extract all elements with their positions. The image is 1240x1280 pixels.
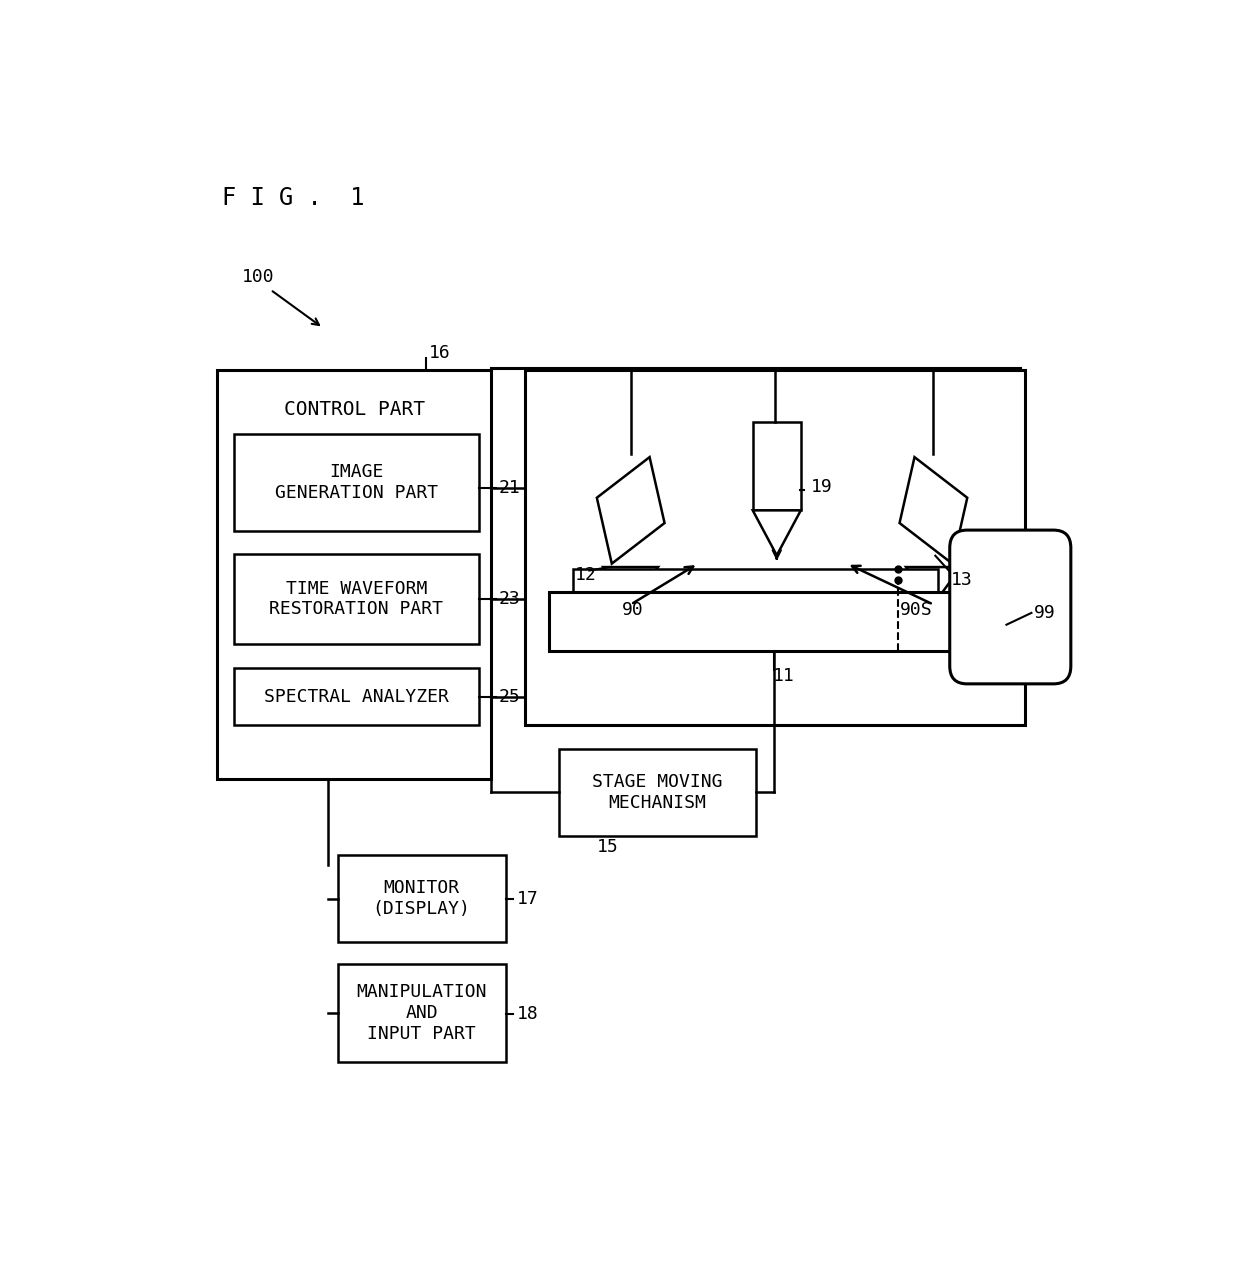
Text: 25: 25 (498, 687, 521, 705)
Bar (525, 370, 1024, 726)
Bar (217, 370, 491, 780)
Text: 11: 11 (773, 667, 795, 685)
Text: 19: 19 (811, 477, 832, 495)
Polygon shape (753, 511, 801, 556)
Text: 21: 21 (498, 479, 521, 497)
Text: SPECTRAL ANALYZER: SPECTRAL ANALYZER (264, 687, 449, 705)
Text: 99: 99 (1034, 604, 1056, 622)
Text: 17: 17 (517, 890, 539, 908)
Bar (337, 855, 506, 942)
Bar (573, 568, 939, 593)
Text: MANIPULATION
AND
INPUT PART: MANIPULATION AND INPUT PART (356, 983, 487, 1043)
Polygon shape (604, 567, 658, 604)
Bar (234, 554, 479, 644)
Text: F I G .  1: F I G . 1 (222, 186, 365, 210)
Text: 18: 18 (517, 1005, 539, 1023)
Text: STAGE MOVING
MECHANISM: STAGE MOVING MECHANISM (591, 773, 723, 812)
Text: IMAGE
GENERATION PART: IMAGE GENERATION PART (275, 463, 438, 502)
Text: CONTROL PART: CONTROL PART (284, 401, 425, 420)
Text: 15: 15 (596, 838, 619, 856)
Bar (558, 749, 755, 836)
Text: MONITOR
(DISPLAY): MONITOR (DISPLAY) (373, 879, 471, 918)
Text: 23: 23 (498, 590, 521, 608)
Bar (549, 593, 962, 652)
Text: 16: 16 (429, 344, 450, 362)
Bar (234, 434, 479, 531)
Bar (337, 964, 506, 1062)
Text: 12: 12 (575, 567, 596, 585)
Text: 90: 90 (622, 600, 644, 620)
Polygon shape (906, 567, 961, 604)
Text: TIME WAVEFORM
RESTORATION PART: TIME WAVEFORM RESTORATION PART (269, 580, 444, 618)
Bar (234, 668, 479, 726)
Text: 13: 13 (951, 571, 972, 589)
Bar (753, 421, 801, 511)
Polygon shape (899, 457, 967, 563)
Text: 100: 100 (242, 268, 274, 285)
Polygon shape (596, 457, 665, 563)
FancyBboxPatch shape (950, 530, 1071, 684)
Text: 90S: 90S (900, 600, 932, 620)
